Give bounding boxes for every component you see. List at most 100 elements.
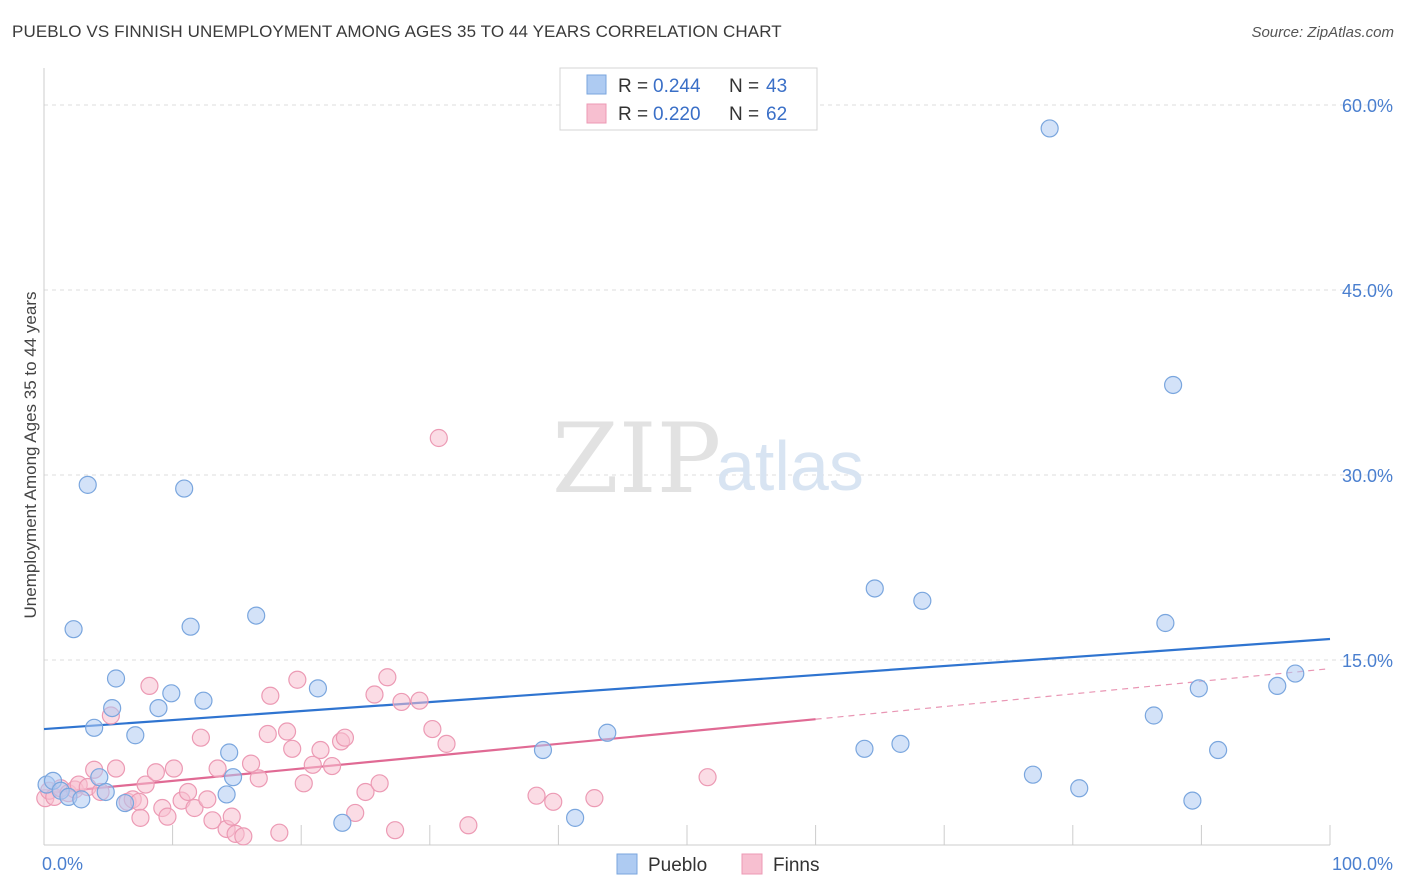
pueblo-point (1156, 613, 1175, 633)
legend-n-value: 43 (766, 76, 787, 97)
finns-point (261, 686, 280, 705)
axes (43, 68, 1331, 846)
pueblo-point (217, 785, 236, 804)
pueblo-point (533, 740, 553, 760)
bottom-legend: Pueblo Finns (616, 853, 819, 876)
pueblo-point (891, 734, 910, 753)
finns-point (283, 739, 302, 758)
pueblo-point (181, 617, 200, 636)
chart-title: PUEBLO VS FINNISH UNEMPLOYMENT AMONG AGE… (12, 22, 782, 41)
pueblo-point (1164, 375, 1183, 395)
pueblo-point (566, 808, 585, 827)
pueblo-point (1023, 765, 1043, 784)
legend-box: R = 0.244 N = 43 R = 0.220 N = 62 (559, 67, 818, 131)
pueblo-point (1268, 676, 1287, 696)
data-points (36, 119, 1305, 846)
trend-lines (43, 637, 1331, 795)
finns-trend-line-dashed (815, 668, 1331, 720)
finns-point (270, 823, 289, 842)
finns-point (140, 676, 159, 696)
finns-point (178, 782, 198, 802)
finns-point (698, 768, 717, 787)
pueblo-point (1040, 119, 1059, 138)
pueblo-point (78, 475, 97, 494)
finns-point (136, 775, 155, 794)
y-tick-label: 45.0% (1342, 281, 1393, 301)
legend-swatch-finns (586, 103, 607, 124)
source-label: Source: ZipAtlas.com (1251, 24, 1394, 41)
finns-trend-line (43, 718, 816, 795)
finns-point (378, 668, 397, 687)
finns-point (527, 786, 546, 805)
x-tick-labels: 0.0% 100.0% (42, 854, 1393, 874)
finns-point (191, 728, 210, 747)
y-tick-label: 15.0% (1342, 651, 1393, 671)
pueblo-point (103, 698, 122, 718)
pueblo-trend-line (43, 637, 1331, 731)
finns-point (198, 790, 217, 809)
legend-r-label: R = (618, 76, 648, 97)
finns-point (277, 722, 297, 741)
finns-point (356, 782, 375, 802)
watermark-zip: ZIP (552, 403, 721, 515)
legend-n-value: 62 (766, 104, 787, 125)
finns-point (544, 792, 563, 811)
legend-n-label: N = (729, 76, 759, 97)
finns-point (288, 670, 307, 689)
pueblo-point (308, 679, 328, 698)
pueblo-point (72, 790, 91, 809)
pueblo-point (865, 579, 884, 598)
legend-n-label: N = (729, 104, 759, 125)
pueblo-point (223, 768, 243, 787)
finns-point (346, 803, 365, 823)
pueblo-point (175, 479, 194, 498)
finns-point (234, 827, 253, 846)
x-tick-label: 100.0% (1332, 854, 1393, 874)
pueblo-point (64, 620, 83, 639)
finns-point (385, 821, 405, 840)
y-tick-labels: 15.0% 30.0% 45.0% 60.0% (1342, 96, 1393, 671)
pueblo-point (333, 813, 352, 832)
pueblo-point (1209, 740, 1228, 760)
pueblo-point (162, 684, 181, 703)
finns-point (429, 428, 448, 448)
finns-point (437, 734, 456, 753)
finns-point (208, 759, 227, 778)
finns-point (222, 807, 241, 826)
y-tick-label: 60.0% (1342, 96, 1393, 116)
finns-point (423, 719, 442, 739)
y-axis-label: Unemployment Among Ages 35 to 44 years (21, 292, 40, 619)
finns-point (585, 789, 604, 808)
x-tick-label: 0.0% (42, 854, 83, 874)
bottom-legend-swatch-finns (741, 853, 763, 875)
finns-point (106, 759, 126, 778)
pueblo-point (247, 606, 266, 625)
pueblo-point (1183, 791, 1202, 810)
pueblo-point (1070, 779, 1089, 798)
finns-point (365, 685, 384, 704)
pueblo-point (115, 793, 135, 813)
finns-point (131, 808, 150, 827)
pueblo-point (85, 718, 104, 737)
finns-point (294, 774, 313, 793)
pueblo-point (220, 743, 239, 762)
legend-swatch-pueblo (586, 74, 607, 95)
finns-point (241, 754, 261, 773)
finns-point (311, 740, 330, 760)
finns-point (459, 816, 478, 835)
pueblo-point (598, 723, 617, 742)
finns-point (410, 691, 429, 710)
finns-point (322, 756, 342, 776)
finns-point (370, 774, 389, 793)
finns-point (185, 798, 204, 818)
pueblo-point (96, 782, 115, 802)
finns-point (249, 769, 268, 788)
finns-point (258, 724, 277, 744)
finns-point (203, 811, 222, 830)
finns-point (164, 759, 183, 778)
pueblo-point (194, 691, 213, 710)
y-tick-label: 30.0% (1342, 466, 1393, 486)
finns-point (392, 692, 411, 712)
legend-r-label: R = (618, 104, 648, 125)
